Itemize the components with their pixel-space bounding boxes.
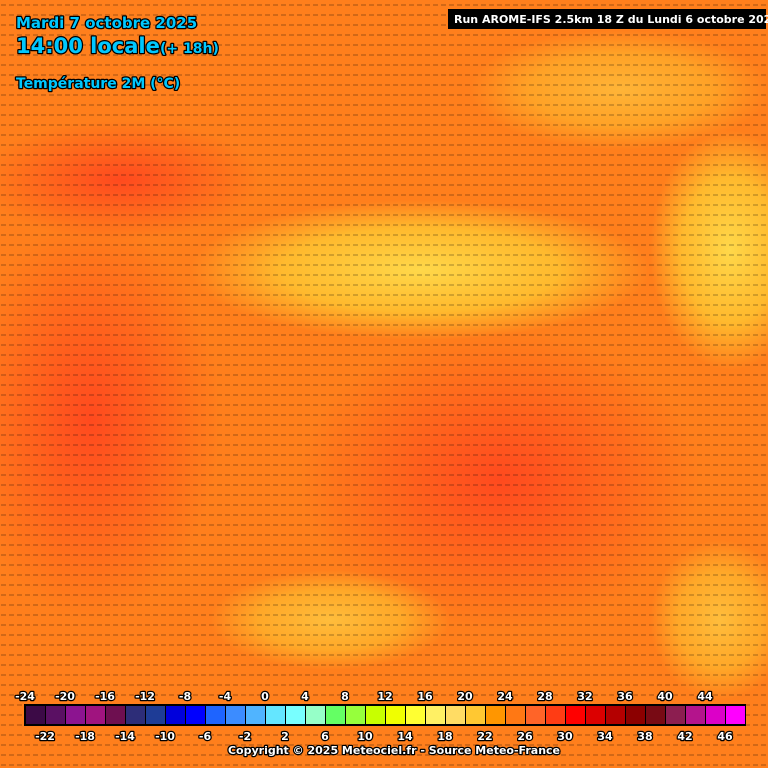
legend-swatch: [306, 706, 325, 724]
date: Mardi 7 octobre 2025: [16, 14, 197, 32]
legend-label: 20: [457, 690, 473, 703]
legend-label: 24: [497, 690, 513, 703]
legend-label: 8: [341, 690, 349, 703]
legend-swatch: [526, 706, 545, 724]
legend-swatch: [406, 706, 425, 724]
legend-label: 16: [417, 690, 433, 703]
legend-swatch: [326, 706, 345, 724]
legend-swatch: [106, 706, 125, 724]
legend-swatch: [646, 706, 665, 724]
legend-swatch: [666, 706, 685, 724]
legend-swatch: [246, 706, 265, 724]
time: 14:00 locale: [16, 34, 160, 58]
legend-swatch: [286, 706, 305, 724]
legend-swatch: [486, 706, 505, 724]
legend-label: 0: [261, 690, 269, 703]
legend-label: -8: [179, 690, 191, 703]
legend-label: -10: [155, 730, 175, 743]
lead-time: (+ 18h): [160, 41, 219, 57]
legend-swatch: [86, 706, 105, 724]
legend-label: 44: [697, 690, 713, 703]
legend-swatch: [146, 706, 165, 724]
legend-swatch: [686, 706, 705, 724]
legend-swatch: [186, 706, 205, 724]
legend-label: 40: [657, 690, 673, 703]
legend-label: 2: [281, 730, 289, 743]
legend-label: 22: [477, 730, 492, 743]
legend-label: 18: [437, 730, 452, 743]
legend-swatch: [566, 706, 585, 724]
legend-label: 34: [597, 730, 613, 743]
legend-label: 32: [577, 690, 592, 703]
legend-swatch: [386, 706, 405, 724]
legend-label: -12: [135, 690, 155, 703]
legend-label: 28: [537, 690, 552, 703]
legend-label: -24: [15, 690, 35, 703]
legend-label: 6: [321, 730, 329, 743]
legend-label: 46: [717, 730, 733, 743]
legend-swatch: [726, 706, 745, 724]
legend-swatch: [206, 706, 225, 724]
legend-swatch: [226, 706, 245, 724]
legend-label: -20: [55, 690, 75, 703]
legend-swatch: [586, 706, 605, 724]
legend-swatch: [46, 706, 65, 724]
field-name: Température 2M (°C): [16, 76, 180, 92]
copyright: Copyright © 2025 Meteociel.fr - Source M…: [228, 744, 560, 757]
legend-swatch: [426, 706, 445, 724]
legend-swatch: [446, 706, 465, 724]
legend-swatch: [26, 706, 45, 724]
legend-label: -22: [35, 730, 55, 743]
legend-label: 42: [677, 730, 692, 743]
legend-swatch: [466, 706, 485, 724]
run-info: Run AROME-IFS 2.5km 18 Z du Lundi 6 octo…: [454, 13, 768, 26]
legend-label: 4: [301, 690, 309, 703]
legend-swatch: [126, 706, 145, 724]
legend-swatch: [266, 706, 285, 724]
legend-swatch: [366, 706, 385, 724]
legend-swatch: [606, 706, 625, 724]
legend-label: 36: [617, 690, 633, 703]
color-legend: -24-22-20-18-16-14-12-10-8-6-4-202468101…: [14, 689, 746, 744]
legend-label: 14: [397, 730, 413, 743]
legend-swatch: [706, 706, 725, 724]
legend-label: -16: [95, 690, 115, 703]
legend-label: 12: [377, 690, 392, 703]
run-box: [448, 9, 766, 29]
legend-label: 30: [557, 730, 573, 743]
legend-label: 10: [357, 730, 373, 743]
legend-swatch: [66, 706, 85, 724]
legend-swatch: [506, 706, 525, 724]
legend-label: -14: [115, 730, 135, 743]
legend-label: -18: [75, 730, 95, 743]
legend-label: 38: [637, 730, 652, 743]
legend-label: 26: [517, 730, 533, 743]
legend-label: -2: [239, 730, 251, 743]
legend-swatch: [346, 706, 365, 724]
legend-label: -6: [199, 730, 212, 743]
legend-label: -4: [219, 690, 232, 703]
legend-swatch: [166, 706, 185, 724]
legend-swatch: [626, 706, 645, 724]
legend-swatch: [546, 706, 565, 724]
